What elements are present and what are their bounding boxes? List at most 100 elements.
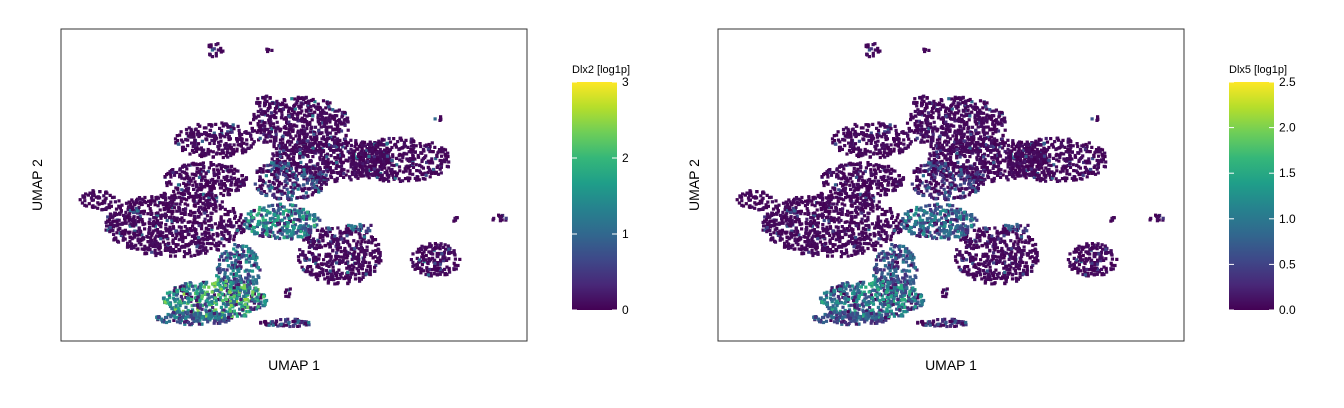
cell-point bbox=[199, 307, 202, 310]
cell-point bbox=[331, 249, 334, 252]
cell-point bbox=[296, 116, 299, 119]
cell-point bbox=[208, 242, 211, 245]
cell-point bbox=[421, 252, 424, 255]
cell-point bbox=[431, 141, 434, 144]
cell-point bbox=[188, 248, 191, 251]
cell-point bbox=[297, 218, 300, 221]
cell-point bbox=[234, 259, 237, 262]
cell-point bbox=[360, 224, 363, 227]
cell-point bbox=[505, 217, 508, 220]
cell-point bbox=[343, 111, 346, 114]
cell-point bbox=[204, 218, 207, 221]
cell-point bbox=[348, 175, 351, 178]
cell-point bbox=[290, 140, 293, 143]
cell-point bbox=[262, 170, 265, 173]
cell-point bbox=[327, 158, 330, 161]
cell-point bbox=[194, 162, 197, 165]
cell-point bbox=[133, 203, 136, 206]
cell-point bbox=[188, 220, 191, 223]
cell-point bbox=[293, 208, 296, 211]
cell-point bbox=[346, 144, 349, 147]
cell-point bbox=[317, 120, 320, 123]
cell-point bbox=[276, 236, 279, 239]
cell-point bbox=[287, 210, 290, 213]
cell-point bbox=[148, 229, 151, 232]
cell-point bbox=[245, 143, 248, 146]
cell-point bbox=[254, 183, 257, 186]
cell-point bbox=[220, 226, 223, 229]
cell-point bbox=[176, 139, 179, 142]
cell-point bbox=[151, 232, 154, 235]
cell-point bbox=[317, 141, 320, 144]
cell-point bbox=[214, 123, 217, 126]
cell-point bbox=[169, 201, 172, 204]
cell-point bbox=[443, 158, 446, 161]
cell-point bbox=[189, 314, 192, 317]
cell-point bbox=[228, 231, 231, 234]
cell-point bbox=[303, 173, 306, 176]
cell-point bbox=[358, 247, 361, 250]
cell-point bbox=[411, 162, 414, 165]
cell-point bbox=[233, 300, 236, 303]
cell-point bbox=[216, 227, 219, 230]
cell-point bbox=[373, 270, 376, 273]
cell-point bbox=[251, 127, 254, 130]
cell-point bbox=[290, 97, 293, 100]
cell-point bbox=[330, 154, 333, 157]
cell-point bbox=[214, 209, 217, 212]
cell-point bbox=[436, 151, 439, 154]
cell-point bbox=[198, 299, 201, 302]
cell-point bbox=[123, 232, 126, 235]
cell-point bbox=[374, 244, 377, 247]
cell-point bbox=[290, 148, 293, 151]
cell-point bbox=[453, 217, 456, 220]
cell-point bbox=[218, 183, 221, 186]
cell-point bbox=[273, 116, 276, 119]
cell-point bbox=[271, 320, 274, 323]
cell-point bbox=[499, 219, 502, 222]
scatter-points bbox=[736, 42, 1165, 328]
cell-point bbox=[256, 223, 259, 226]
cell-point bbox=[203, 126, 206, 129]
cell-point bbox=[293, 186, 296, 189]
cell-point bbox=[222, 220, 225, 223]
cell-point bbox=[400, 139, 403, 142]
cell-point bbox=[391, 153, 394, 156]
cell-point bbox=[237, 270, 240, 273]
cell-point bbox=[279, 229, 282, 232]
cell-point bbox=[199, 303, 202, 306]
cell-point bbox=[218, 321, 221, 324]
cell-point bbox=[435, 155, 438, 158]
cell-point bbox=[262, 295, 265, 298]
cell-point bbox=[217, 48, 220, 51]
colorbar-tick-label: 1 bbox=[622, 227, 629, 241]
cell-point bbox=[207, 286, 210, 289]
cell-point bbox=[386, 142, 389, 145]
cell-point bbox=[147, 236, 150, 239]
cell-point bbox=[329, 174, 332, 177]
cell-point bbox=[276, 223, 279, 226]
cell-point bbox=[340, 143, 343, 146]
cell-point bbox=[440, 163, 443, 166]
cell-point bbox=[351, 271, 354, 274]
cell-point bbox=[385, 147, 388, 150]
cell-point bbox=[265, 233, 268, 236]
cell-point bbox=[238, 129, 241, 132]
cell-point bbox=[302, 139, 305, 142]
cell-point bbox=[336, 137, 339, 140]
cell-point bbox=[210, 139, 213, 142]
cell-point bbox=[241, 147, 244, 150]
cell-point bbox=[317, 103, 320, 106]
cell-point bbox=[139, 230, 142, 233]
cell-point bbox=[197, 123, 200, 126]
cell-point bbox=[290, 167, 293, 170]
cell-point bbox=[164, 248, 167, 251]
cell-point bbox=[236, 179, 239, 182]
cell-point bbox=[402, 153, 405, 156]
cell-point bbox=[239, 216, 242, 219]
cell-point bbox=[281, 190, 284, 193]
cell-point bbox=[335, 161, 338, 164]
cell-point bbox=[850, 215, 853, 218]
cell-point bbox=[164, 216, 167, 219]
cell-point bbox=[178, 175, 181, 178]
